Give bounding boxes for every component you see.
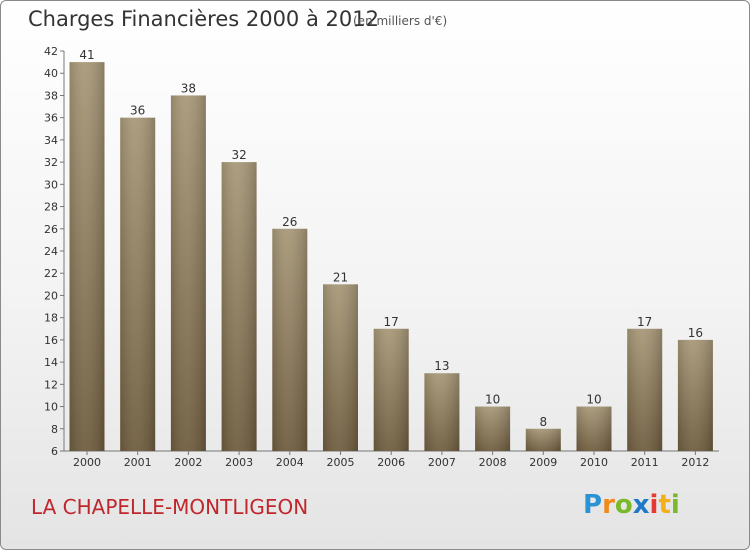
x-tick-label: 2011 bbox=[631, 456, 659, 469]
y-tick-label: 20 bbox=[44, 289, 58, 302]
bar-shade bbox=[69, 62, 105, 451]
y-tick-label: 38 bbox=[44, 89, 58, 102]
y-tick-label: 24 bbox=[44, 245, 58, 258]
x-tick-label: 2001 bbox=[124, 456, 152, 469]
bar-shade bbox=[221, 162, 257, 451]
y-tick-label: 14 bbox=[44, 356, 58, 369]
data-label: 17 bbox=[637, 315, 652, 329]
x-tick-label: 2004 bbox=[276, 456, 304, 469]
data-label: 17 bbox=[384, 315, 399, 329]
data-label: 36 bbox=[130, 104, 145, 118]
y-tick-label: 16 bbox=[44, 334, 58, 347]
chart-subtitle: (en milliers d'€) bbox=[353, 14, 448, 28]
proxiti-logo[interactable]: Proxiti bbox=[583, 490, 680, 520]
data-label: 21 bbox=[333, 270, 348, 284]
place-name: LA CHAPELLE-MONTLIGEON bbox=[31, 495, 309, 519]
bar-shade bbox=[627, 328, 663, 451]
x-tick-label: 2006 bbox=[377, 456, 405, 469]
bar-shade bbox=[272, 228, 308, 451]
y-tick-label: 32 bbox=[44, 156, 58, 169]
y-tick-label: 30 bbox=[44, 178, 58, 191]
x-tick-label: 2003 bbox=[225, 456, 253, 469]
data-label: 10 bbox=[485, 393, 500, 407]
y-tick-label: 6 bbox=[51, 445, 58, 458]
bar-shade bbox=[120, 117, 156, 452]
data-label: 26 bbox=[282, 215, 297, 229]
x-tick-label: 2009 bbox=[529, 456, 557, 469]
y-tick-label: 18 bbox=[44, 312, 58, 325]
bar-shade bbox=[475, 406, 511, 451]
data-label: 16 bbox=[688, 326, 703, 340]
y-tick-label: 36 bbox=[44, 112, 58, 125]
y-tick-label: 10 bbox=[44, 401, 58, 414]
y-tick-label: 42 bbox=[44, 45, 58, 58]
x-tick-label: 2000 bbox=[73, 456, 101, 469]
x-tick-label: 2012 bbox=[681, 456, 709, 469]
bar-shade bbox=[323, 284, 358, 451]
x-tick-label: 2008 bbox=[479, 456, 507, 469]
bar-shade bbox=[424, 373, 460, 451]
bar-shade bbox=[677, 339, 713, 451]
x-tick-label: 2007 bbox=[428, 456, 456, 469]
data-label: 8 bbox=[539, 415, 547, 429]
y-tick-label: 12 bbox=[44, 378, 58, 391]
y-tick-label: 26 bbox=[44, 223, 58, 236]
bar-shade bbox=[576, 406, 612, 451]
y-tick-label: 8 bbox=[51, 423, 58, 436]
bar-shade bbox=[170, 95, 206, 451]
data-label: 10 bbox=[586, 393, 601, 407]
y-tick-label: 40 bbox=[44, 67, 58, 80]
bar-shade bbox=[373, 328, 409, 451]
y-tick-label: 34 bbox=[44, 134, 58, 147]
x-tick-label: 2005 bbox=[327, 456, 355, 469]
data-label: 41 bbox=[79, 48, 94, 62]
bar-shade bbox=[525, 428, 561, 451]
x-tick-label: 2002 bbox=[174, 456, 202, 469]
data-label: 38 bbox=[181, 81, 196, 95]
y-tick-label: 28 bbox=[44, 201, 58, 214]
y-tick-label: 22 bbox=[44, 267, 58, 280]
data-label: 32 bbox=[231, 148, 246, 162]
data-label: 13 bbox=[434, 359, 449, 373]
x-tick-label: 2010 bbox=[580, 456, 608, 469]
chart-title: Charges Financières 2000 à 2012 bbox=[28, 7, 379, 31]
